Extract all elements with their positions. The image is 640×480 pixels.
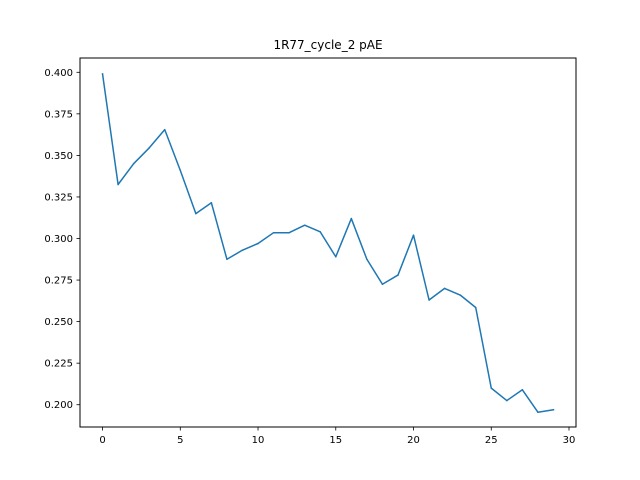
x-tick-label: 10 (252, 435, 265, 446)
x-tick-label: 30 (563, 435, 576, 446)
y-tick-label: 0.400 (44, 68, 73, 79)
data-point (272, 231, 275, 234)
data-point (474, 306, 477, 309)
data-point (117, 183, 119, 186)
y-tick-label: 0.225 (44, 359, 73, 370)
x-tick-label: 20 (407, 435, 420, 446)
data-point (335, 256, 337, 258)
data-point (226, 258, 228, 261)
data-point (506, 399, 508, 402)
y-tick-label: 0.325 (44, 192, 73, 203)
data-point (288, 231, 290, 234)
y-tick-label: 0.200 (44, 400, 73, 411)
y-tick-label: 0.350 (44, 151, 73, 162)
data-point (366, 258, 368, 261)
x-tick-label: 0 (99, 435, 105, 446)
y-tick-label: 0.375 (44, 109, 73, 120)
x-tick-label: 5 (177, 435, 183, 446)
x-tick-label: 15 (329, 435, 342, 446)
data-point (537, 411, 539, 413)
data-point (443, 287, 446, 290)
data-point (101, 73, 104, 75)
data-point (490, 387, 493, 389)
data-point (241, 249, 244, 251)
series-line (101, 73, 555, 413)
y-tick-label: 0.250 (44, 317, 73, 328)
data-point (428, 299, 430, 301)
data-point (163, 128, 166, 131)
data-point (381, 283, 384, 285)
y-tick-label: 0.275 (44, 276, 73, 287)
y-tick-label: 0.300 (44, 234, 73, 245)
axes-frame (79, 57, 577, 428)
data-point (148, 147, 150, 149)
data-point (257, 242, 259, 245)
data-point (350, 217, 353, 220)
x-tick-label: 25 (485, 435, 498, 446)
data-point (303, 224, 306, 226)
data-point (195, 212, 197, 215)
data-point (397, 274, 399, 276)
data-point (412, 234, 415, 236)
data-point (319, 231, 321, 233)
data-point (179, 169, 182, 172)
data-point (210, 202, 213, 204)
data-point (132, 162, 135, 165)
data-point (521, 389, 524, 391)
chart-title: 1R77_cycle_2 pAE (273, 38, 382, 52)
data-point (552, 408, 555, 411)
data-point (459, 294, 461, 296)
plot-area: 0 5 10 15 20 25 30 0.200 0.225 0.250 0.275 0.300 0.3… (44, 68, 575, 446)
